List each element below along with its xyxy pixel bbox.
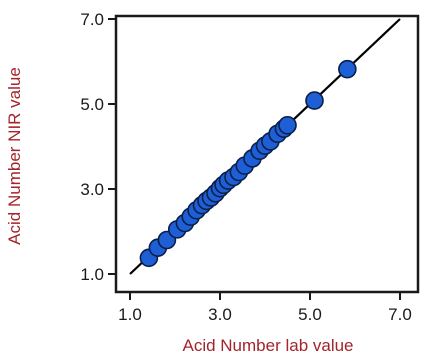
ticks-layer: 1.0 3.0 5.0 7.0 1.0 3.0 5.0 7.0: [80, 10, 411, 324]
x-tick-label: 3.0: [208, 305, 232, 324]
data-point: [305, 91, 324, 110]
x-tick-label: 7.0: [388, 305, 412, 324]
x-tick-label: 5.0: [298, 305, 322, 324]
data-point: [338, 59, 357, 79]
y-tick-label: 1.0: [80, 265, 104, 284]
x-axis-title: Acid Number lab value: [182, 336, 353, 355]
points-layer: [139, 59, 357, 268]
plot-frame: [114, 14, 420, 294]
x-tick-label: 1.0: [118, 305, 142, 324]
data-point: [278, 115, 297, 135]
y-tick-label: 5.0: [80, 95, 104, 114]
y-axis-title: Acid Number NIR value: [5, 67, 24, 245]
y-tick-label: 3.0: [80, 180, 104, 199]
y-tick-label: 7.0: [80, 10, 104, 29]
